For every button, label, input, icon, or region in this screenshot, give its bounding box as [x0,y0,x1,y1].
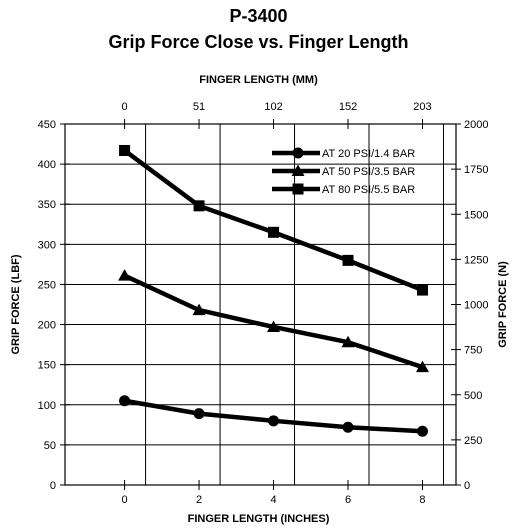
x2-tick-label: 102 [264,101,282,113]
chart-title: P-3400 [229,6,288,26]
data-point-1 [415,360,429,373]
data-point-0 [268,415,280,427]
data-point-0 [416,425,428,437]
y2-tick-label: 1750 [464,164,488,176]
x2-tick-label: 0 [122,101,128,113]
legend-label: AT 50 PSI/3.5 BAR [322,166,415,178]
x2-tick-label: 51 [193,101,205,113]
x2-tick-label: 152 [339,101,357,113]
x-tick-label: 2 [196,494,202,506]
data-point-0 [119,395,131,407]
y2-axis-title: GRIP FORCE (N) [497,261,509,348]
y-tick-label: 350 [38,199,56,211]
y-tick-label: 150 [38,360,56,372]
y-tick-label: 50 [44,440,56,452]
data-point-1 [267,320,281,332]
y2-tick-label: 250 [464,435,482,447]
x2-axis-title: FINGER LENGTH (MM) [199,74,318,86]
x-tick-label: 4 [270,494,276,506]
legend-marker [292,183,304,195]
x-tick-label: 6 [345,494,351,506]
data-point-0 [342,421,354,433]
y2-tick-label: 1000 [464,300,488,312]
x2-tick-label: 203 [413,101,431,113]
y2-tick-label: 500 [464,390,482,402]
y-axis-title: GRIP FORCE (LBF) [10,254,22,354]
legend-marker [291,164,305,176]
legend-marker [292,147,304,159]
y-tick-label: 400 [38,159,56,171]
data-point-2 [193,200,205,212]
x-axis-title: FINGER LENGTH (INCHES) [188,513,330,525]
x-tick-label: 0 [122,494,128,506]
y-tick-label: 100 [38,400,56,412]
data-point-2 [342,254,354,266]
data-point-1 [341,335,355,348]
y2-tick-label: 0 [464,480,470,492]
y2-tick-label: 1250 [464,254,488,266]
x-tick-label: 8 [419,494,425,506]
data-point-1 [192,303,206,316]
y2-tick-label: 2000 [464,119,488,131]
y-tick-label: 200 [38,320,56,332]
y-tick-label: 450 [38,119,56,131]
y2-tick-label: 1500 [464,209,488,221]
legend-label: AT 20 PSI/1.4 BAR [322,148,415,160]
legend-label: AT 80 PSI/5.5 BAR [322,184,415,196]
chart-subtitle: Grip Force Close vs. Finger Length [108,32,409,52]
y-tick-label: 0 [50,480,56,492]
data-point-0 [193,408,205,420]
data-point-2 [268,226,280,238]
y-tick-label: 250 [38,279,56,291]
data-point-1 [118,269,132,281]
y2-tick-label: 750 [464,345,482,357]
y-tick-label: 300 [38,239,56,251]
data-point-2 [119,144,131,156]
data-point-2 [416,284,428,296]
